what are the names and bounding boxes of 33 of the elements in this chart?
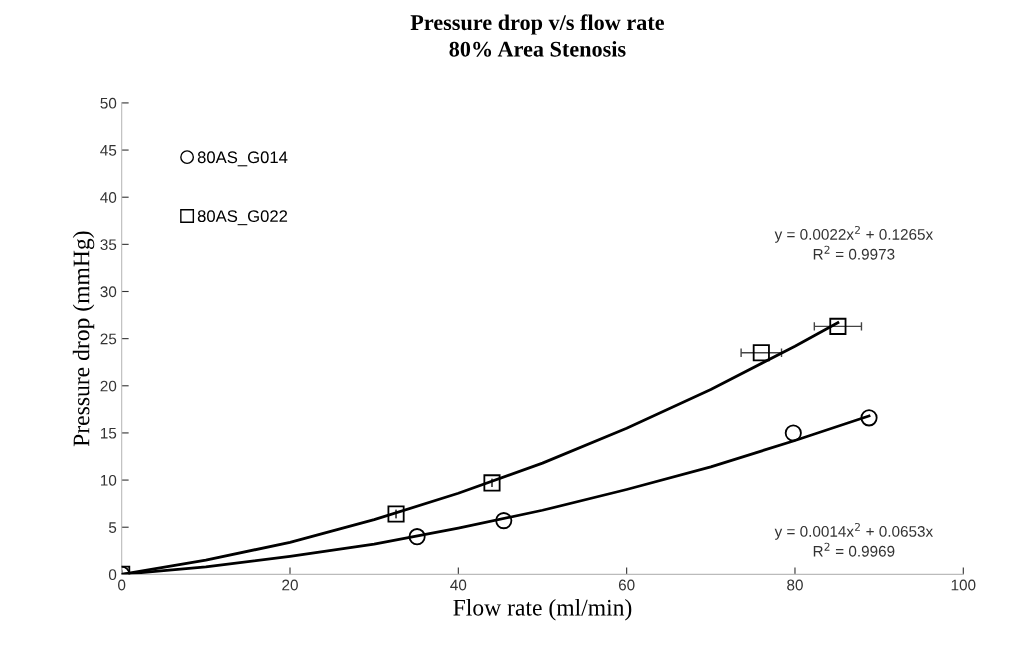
x-axis-title: Flow rate (ml/min) — [453, 599, 632, 621]
y-tick-label: 5 — [108, 522, 117, 533]
point — [860, 409, 878, 427]
legend-label: 80AS_G014 — [197, 151, 288, 167]
x-tick-label: 0 — [118, 579, 126, 591]
y-tick-label: 30 — [100, 286, 117, 298]
y-tick-label: 45 — [100, 145, 117, 156]
legend-label: 80AS_G022 — [197, 210, 288, 226]
y-tick-label: 35 — [100, 239, 117, 251]
x-tick-label: 40 — [450, 579, 467, 591]
y-tick-label: 0 — [108, 569, 117, 581]
x-tick-label: 80 — [787, 579, 803, 591]
point — [408, 528, 426, 546]
y-tick-label: 15 — [100, 427, 117, 439]
point — [387, 505, 405, 523]
chart-title: Pressure drop v/s flow rate — [410, 14, 665, 35]
text: y = 0.0014x$^{2}$ + 0.0653x R$^{2}$ = 0.9969 — [774, 522, 933, 557]
y-tick-label: 20 — [100, 380, 117, 392]
point — [784, 424, 802, 442]
y-tick-label: 40 — [100, 192, 117, 203]
chart-subtitle: 80% Area Stenosis — [449, 41, 626, 57]
x-tick-label: 100 — [951, 579, 976, 591]
text: y = 0.0022x$^{2}$ + 0.1265x R$^{2}$ = 0.9973 — [774, 225, 933, 260]
x-tick-label: 60 — [618, 579, 635, 591]
y-tick-label: 50 — [100, 97, 117, 109]
point — [829, 317, 847, 335]
y-axis-title: Pressure drop (mmHg) — [72, 231, 95, 447]
x-tick-label: 20 — [282, 579, 298, 591]
point — [495, 512, 513, 530]
y-tick-label: 25 — [100, 333, 117, 345]
point — [483, 474, 501, 492]
y-tick-label: 10 — [100, 474, 117, 486]
point — [752, 344, 770, 362]
